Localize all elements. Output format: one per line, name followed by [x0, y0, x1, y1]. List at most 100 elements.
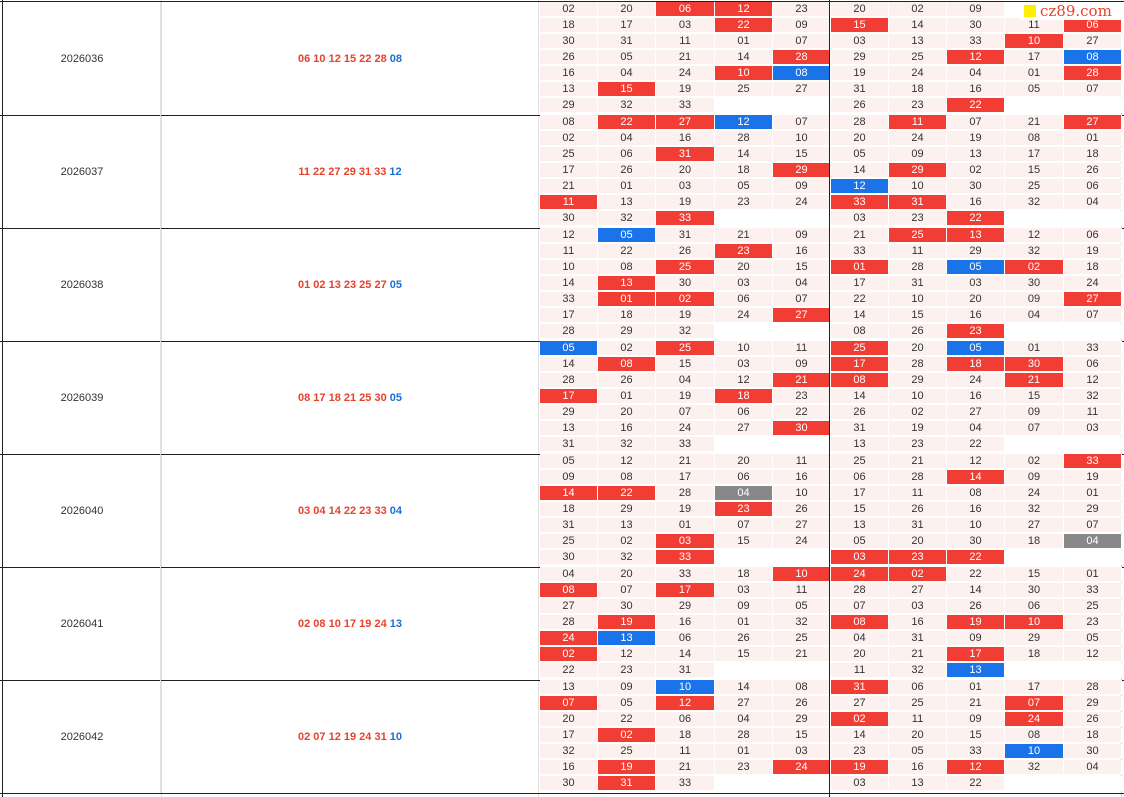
- grid-cell: 06: [889, 680, 947, 695]
- grid-cell: 32: [1064, 389, 1122, 404]
- grid-cell: 07: [1064, 308, 1122, 323]
- grid-cell: 17: [598, 18, 656, 33]
- grid-cell: 15: [831, 18, 889, 33]
- number-grid: 08 22 27 12 07 28 11 07 21 27 02 04 16 28 10 20 24 19 08 01…: [540, 115, 1122, 228]
- grid-cell: 29: [540, 405, 598, 420]
- grid-cell: 33: [656, 776, 715, 791]
- grid-cell: 12: [831, 179, 889, 194]
- grid-cell: 16: [656, 131, 715, 146]
- grid-cell: 25: [889, 696, 947, 711]
- grid-cell: 12: [1064, 647, 1122, 662]
- grid-cell: 04: [715, 486, 773, 501]
- grid-cell: 09: [540, 470, 598, 485]
- grid-cell: 22: [947, 776, 1005, 791]
- grid-cell: 28: [889, 357, 947, 372]
- grid-cell: 03: [715, 276, 773, 291]
- grid-cell: 12: [1064, 373, 1122, 388]
- number-grid: 13 09 10 14 08 31 06 01 17 28 07 05 12 27 26 27 25 21 07 29…: [540, 680, 1122, 793]
- grid-cell: 28: [540, 615, 598, 630]
- grid-cell: 06: [598, 147, 656, 162]
- blue-ball: 05: [389, 278, 402, 291]
- grid-cell: 04: [598, 131, 656, 146]
- grid-cell: 28: [831, 115, 889, 130]
- grid-cell: 11: [656, 744, 715, 759]
- grid-cell: 33: [1064, 454, 1122, 469]
- grid-cell: 26: [1064, 712, 1122, 727]
- grid-cell: 06: [1064, 357, 1122, 372]
- grid-cell: 08: [598, 260, 656, 275]
- grid-cell: 20: [598, 567, 656, 582]
- number-grid: 12 05 31 21 09 21 25 13 12 06 11 22 26 23 16 33 11 29 32 19…: [540, 228, 1122, 341]
- grid-cell: 05: [889, 744, 947, 759]
- grid-cell: 31: [889, 631, 947, 646]
- grid-cell: 31: [831, 680, 889, 695]
- grid-cell: 13: [598, 631, 656, 646]
- grid-cell: 26: [831, 98, 889, 113]
- grid-cell: 18: [889, 82, 947, 97]
- grid-cell: 30: [1005, 276, 1064, 291]
- grid-cell: 10: [540, 260, 598, 275]
- grid-cell: [1064, 663, 1122, 678]
- grid-cell: 22: [598, 244, 656, 259]
- grid-cell: 33: [831, 195, 889, 210]
- grid-cell: 21: [947, 696, 1005, 711]
- grid-cell: 14: [715, 147, 773, 162]
- draw-result: 08 17 18 21 25 30 05: [162, 341, 538, 454]
- grid-cell: 31: [540, 518, 598, 533]
- grid-cell: 21: [889, 454, 947, 469]
- grid-cell: 08: [773, 680, 831, 695]
- grid-cell: 01: [598, 389, 656, 404]
- grid-cell: 09: [715, 599, 773, 614]
- grid-cell: 04: [598, 66, 656, 81]
- grid-cell: 08: [831, 324, 889, 339]
- grid-cell: 16: [598, 421, 656, 436]
- grid-cell: 32: [598, 98, 656, 113]
- grid-cell: 18: [715, 163, 773, 178]
- grid-cell: 31: [656, 147, 715, 162]
- grid-cell: 09: [773, 18, 831, 33]
- grid-cell: 15: [773, 728, 831, 743]
- grid-cell: 10: [1005, 615, 1064, 630]
- grid-cell: 15: [831, 502, 889, 517]
- grid-cell: 15: [715, 647, 773, 662]
- grid-cell: 04: [831, 631, 889, 646]
- grid-cell: 27: [889, 583, 947, 598]
- grid-cell: 29: [831, 50, 889, 65]
- grid-cell: 08: [773, 66, 831, 81]
- grid-cell: 24: [1064, 276, 1122, 291]
- grid-cell: 19: [947, 615, 1005, 630]
- issue-number: 2026036: [4, 2, 161, 115]
- grid-cell: [1005, 776, 1064, 791]
- grid-cell: 12: [656, 696, 715, 711]
- grid-cell: [715, 98, 773, 113]
- grid-cell: 16: [540, 66, 598, 81]
- grid-cell: 26: [773, 696, 831, 711]
- grid-cell: 06: [656, 712, 715, 727]
- grid-cell: 28: [656, 486, 715, 501]
- grid-cell: 07: [1005, 421, 1064, 436]
- grid-cell: 11: [773, 583, 831, 598]
- grid-cell: 29: [656, 599, 715, 614]
- grid-cell: 02: [540, 647, 598, 662]
- grid-cell: 06: [831, 470, 889, 485]
- grid-cell: 06: [656, 2, 715, 17]
- grid-cell: 11: [1005, 18, 1064, 33]
- grid-cell: 17: [540, 308, 598, 323]
- grid-cell: 33: [656, 98, 715, 113]
- grid-cell: 29: [889, 163, 947, 178]
- number-grid: 04 20 33 18 10 24 02 22 15 01 08 07 17 03 11 28 27 14 30 33…: [540, 567, 1122, 680]
- grid-cell: 18: [598, 308, 656, 323]
- grid-cell: 04: [1064, 534, 1122, 549]
- grid-cell: 20: [831, 647, 889, 662]
- grid-cell: 13: [831, 518, 889, 533]
- grid-cell: 04: [1064, 195, 1122, 210]
- grid-cell: 12: [540, 228, 598, 243]
- grid-cell: 29: [947, 244, 1005, 259]
- grid-cell: 15: [1005, 389, 1064, 404]
- grid-cell: 23: [715, 502, 773, 517]
- grid-cell: 30: [947, 179, 1005, 194]
- grid-cell: 27: [773, 308, 831, 323]
- watermark-text: cz89.com: [1040, 2, 1112, 20]
- grid-cell: 22: [947, 98, 1005, 113]
- grid-cell: [1064, 550, 1122, 565]
